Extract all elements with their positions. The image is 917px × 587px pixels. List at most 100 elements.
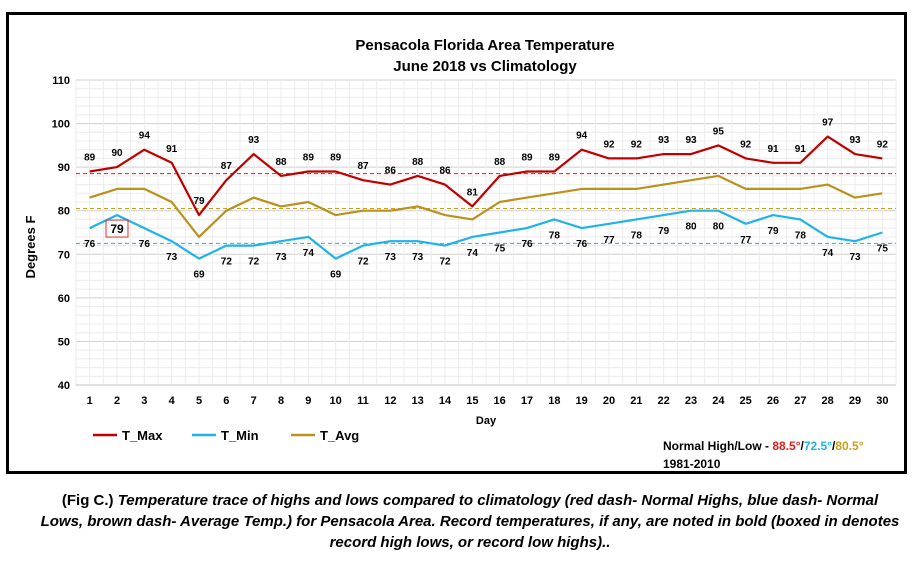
data-label-tmax: 86 <box>385 166 397 177</box>
normal-avg: 80.5° <box>835 439 863 453</box>
data-label-tmax: 92 <box>603 139 615 150</box>
y-axis-label: Degrees F <box>23 216 38 279</box>
data-label-tmax: 88 <box>412 157 424 168</box>
data-label-tmin: 80 <box>713 222 725 233</box>
series-line-t-avg <box>89 174 883 238</box>
data-label-tmin: 72 <box>439 257 451 268</box>
data-label-tmin: 78 <box>795 230 807 241</box>
data-label-tmin: 78 <box>631 230 643 241</box>
data-label-tmax: 94 <box>576 131 588 142</box>
legend-label: T_Avg <box>320 428 359 443</box>
x-tick-label: 16 <box>494 395 506 407</box>
data-label-tmin: 72 <box>248 257 260 268</box>
data-label-tmin: 74 <box>467 248 479 259</box>
y-tick-label: 50 <box>58 336 70 348</box>
x-tick-label: 2 <box>114 395 120 407</box>
data-label-tmin: 76 <box>84 239 96 250</box>
normals-label: Normal High/Low - <box>663 439 772 453</box>
data-label-tmax: 88 <box>275 157 287 168</box>
data-label-tmax: 97 <box>822 118 834 129</box>
data-label-tmin: 79 <box>767 226 779 237</box>
x-tick-label: 17 <box>521 395 533 407</box>
x-tick-label: 12 <box>384 395 396 407</box>
x-tick-label: 19 <box>576 395 588 407</box>
x-tick-label: 5 <box>196 395 202 407</box>
y-tick-label: 90 <box>58 162 70 174</box>
data-label-tmin: 76 <box>139 239 151 250</box>
chart-frame: 40 50 60 70 80 90 100 110 1 2 3 4 5 6 7 8 9 10 11 12 13 14 15 1… <box>6 12 907 474</box>
x-axis-label: Day <box>476 415 497 427</box>
x-tick-label: 3 <box>141 395 147 407</box>
data-label-tmin: 80 <box>685 222 697 233</box>
chart-title-line1: Pensacola Florida Area Temperature <box>355 37 614 54</box>
data-label-tmax: 91 <box>795 144 807 155</box>
x-tick-label: 13 <box>412 395 424 407</box>
data-label-tmax: 92 <box>740 139 752 150</box>
data-label-tmax: 93 <box>658 135 670 146</box>
y-tick-label: 70 <box>58 249 70 261</box>
chart-title-line2: June 2018 vs Climatology <box>393 58 577 75</box>
normal-high: 88.5° <box>772 439 800 453</box>
data-label-tmin: 75 <box>877 244 889 255</box>
x-tick-label: 30 <box>876 395 888 407</box>
reference-lines <box>76 173 896 244</box>
x-tick-label: 25 <box>740 395 752 407</box>
y-tick-label: 60 <box>58 293 70 305</box>
svg-text:Normal High/Low - 88.5°/72.5°/: Normal High/Low - 88.5°/72.5°/80.5° <box>663 439 864 453</box>
data-label-tmax: 81 <box>467 187 479 198</box>
data-label-tmax: 93 <box>685 135 697 146</box>
data-label-tmin: 69 <box>193 270 205 281</box>
x-tick-label: 21 <box>630 395 642 407</box>
x-tick-label: 20 <box>603 395 615 407</box>
data-label-tmin: 78 <box>549 230 561 241</box>
x-tick-label: 22 <box>658 395 670 407</box>
data-label-tmin: 72 <box>221 257 233 268</box>
data-label-tmin: 73 <box>166 252 178 263</box>
data-label-tmin: 74 <box>822 248 834 259</box>
data-label-tmin: 77 <box>603 235 615 246</box>
y-tick-label: 80 <box>58 206 70 218</box>
data-label-tmax: 92 <box>877 139 889 150</box>
data-label-tmax: 90 <box>111 148 123 159</box>
y-tick-label: 40 <box>58 380 70 392</box>
y-tick-label: 110 <box>52 75 70 87</box>
normals-period: 1981-2010 <box>663 457 721 471</box>
data-label-tmax: 79 <box>193 196 205 207</box>
data-label-tmin: 73 <box>385 252 397 263</box>
data-label-tmax: 92 <box>631 139 643 150</box>
caption-fig-label: (Fig C.) <box>61 492 114 509</box>
x-tick-label: 24 <box>712 395 725 407</box>
x-tick-label: 10 <box>330 395 342 407</box>
data-label-tmax: 91 <box>166 144 178 155</box>
x-tick-label: 1 <box>87 395 93 407</box>
x-tick-label: 23 <box>685 395 697 407</box>
data-label-tmin: 69 <box>330 270 342 281</box>
data-label-tmin: 72 <box>357 257 369 268</box>
data-label-tmin: 76 <box>521 239 533 250</box>
normals-note: Normal High/Low - 88.5°/72.5°/80.5° 1981… <box>663 439 864 471</box>
data-label-tmax: 94 <box>139 131 151 142</box>
data-label-tmax: 93 <box>248 135 260 146</box>
caption-text: Temperature trace of highs and lows comp… <box>40 492 900 551</box>
data-label-tmin: 76 <box>576 239 588 250</box>
data-label-tmax: 89 <box>84 153 96 164</box>
legend: T_Max T_Min T_Avg <box>93 428 359 443</box>
figure-caption: (Fig C.) Temperature trace of highs and … <box>40 490 900 553</box>
y-tick-label: 100 <box>52 119 70 131</box>
x-tick-label: 14 <box>439 395 452 407</box>
series-line-t-max <box>89 135 883 217</box>
x-tick-label: 18 <box>548 395 560 407</box>
x-tick-label: 6 <box>223 395 229 407</box>
series-line-t-min <box>89 209 883 260</box>
x-tick-label: 26 <box>767 395 779 407</box>
data-label-tmax: 87 <box>221 161 233 172</box>
normal-low: 72.5° <box>804 439 832 453</box>
data-label-tmax: 87 <box>357 161 369 172</box>
data-label-tmax: 91 <box>767 144 779 155</box>
x-tick-label: 11 <box>357 395 369 407</box>
data-label-tmax: 89 <box>303 153 315 164</box>
data-label-tmin: 74 <box>303 248 315 259</box>
data-label-tmin: 73 <box>412 252 424 263</box>
